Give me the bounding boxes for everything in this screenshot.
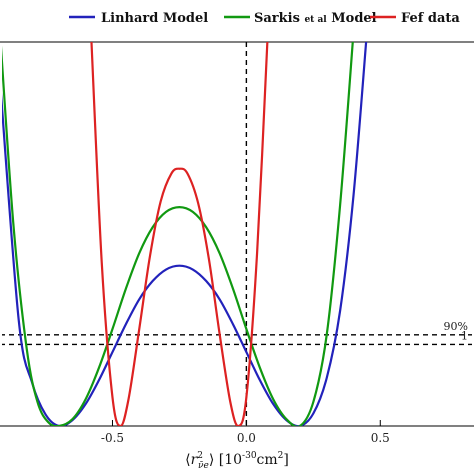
x-tick-label-2: 0.5 (371, 431, 390, 445)
series-line-fef (90, 42, 269, 426)
x-axis-label: ⟨r2 ν̄e⟩ [10-30cm2] (185, 451, 289, 471)
legend-label-sarkis-main: Sarkis (254, 11, 304, 26)
legend-item-linhard: Linhard Model (69, 11, 208, 26)
hline-label-0: 1 (461, 329, 468, 342)
legend-item-sarkis: Sarkis et al Model (224, 11, 377, 26)
legend-label-sarkis-small: et al (304, 15, 327, 25)
plot-frame (0, 41, 474, 427)
x-tick-label-1: 0.0 (237, 431, 256, 445)
legend-label-sarkis-end: Model (327, 11, 377, 26)
hline-labels: 190% (444, 320, 468, 343)
legend-item-fef: Fef data (370, 11, 460, 26)
legend-label-linhard: Linhard Model (101, 11, 208, 26)
series-line-sarkis (2, 42, 354, 426)
legend-label-fef: Fef data (401, 11, 460, 26)
hline-label-1: 90% (444, 320, 468, 333)
legend-label-sarkis: Sarkis et al Model (254, 11, 377, 26)
x-tick-label-0: -0.5 (101, 431, 124, 445)
reference-lines (2, 42, 472, 426)
x-ticks: -0.5 0.0 0.5 (101, 420, 390, 445)
legend: Linhard Model Sarkis et al Model Fef dat… (69, 11, 460, 26)
series-line-linhard (2, 42, 368, 426)
series-layer (2, 42, 368, 426)
